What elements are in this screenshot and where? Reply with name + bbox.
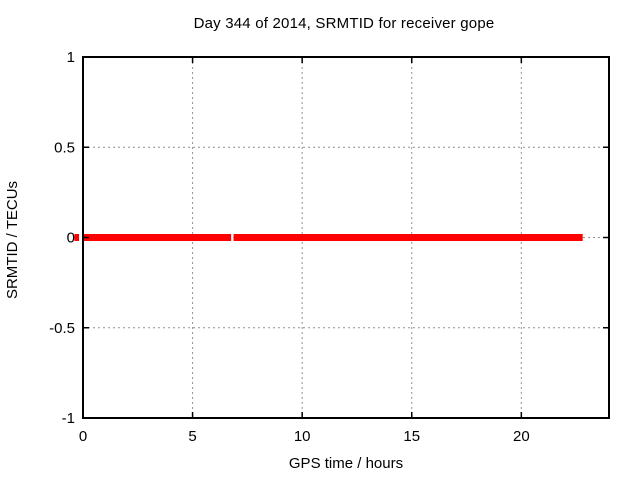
y-tick-label: -1 xyxy=(62,410,75,427)
y-tick-label: 0.5 xyxy=(54,139,75,156)
x-axis-label: GPS time / hours xyxy=(289,455,403,472)
y-tick-label: 0 xyxy=(67,230,75,247)
x-tick-label: 15 xyxy=(403,428,420,445)
y-tick-label: 1 xyxy=(67,49,75,66)
x-tick-label: 5 xyxy=(188,428,196,445)
chart-title: Day 344 of 2014, SRMTID for receiver gop… xyxy=(194,15,495,32)
x-tick-label: 10 xyxy=(294,428,311,445)
y-tick-label: -0.5 xyxy=(49,320,75,337)
y-axis-label: SRMTID / TECUs xyxy=(4,181,21,299)
tick-marks-layer xyxy=(82,56,609,419)
x-tick-label: 0 xyxy=(79,428,87,445)
x-tick-label: 20 xyxy=(513,428,530,445)
tick-labels-layer: 0 5 10 15 20 -1 -0.5 0 0.5 1 xyxy=(49,49,530,445)
